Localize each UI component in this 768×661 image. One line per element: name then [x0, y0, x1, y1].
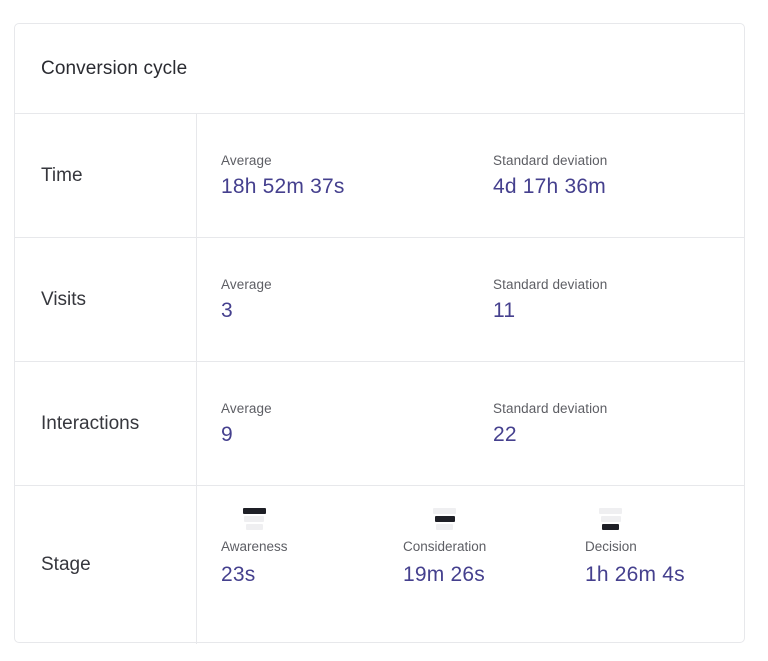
metric-value: 18h 52m 37s: [221, 174, 345, 198]
stage-header: Awareness: [221, 508, 288, 554]
table-row-stage: Stage Awareness 23s: [15, 486, 744, 644]
metric-standard-deviation: Standard deviation 4d 17h 36m: [493, 153, 765, 199]
metric-average: Average 18h 52m 37s: [221, 153, 493, 199]
stage-header: Consideration: [403, 508, 486, 554]
metric-value: 3: [221, 298, 233, 322]
table-row-interactions: Interactions Average 9 Standard deviatio…: [15, 362, 744, 486]
metric-value: 9: [221, 422, 233, 446]
table-row-visits: Visits Average 3 Standard deviation 11: [15, 238, 744, 362]
metric-value: 4d 17h 36m: [493, 174, 606, 198]
metric-name: Standard deviation: [493, 276, 608, 292]
card-title: Conversion cycle: [41, 57, 188, 79]
stage-value: 1h 26m 4s: [585, 563, 685, 586]
metric-name: Standard deviation: [493, 152, 608, 168]
stage-consideration: Consideration 19m 26s: [403, 508, 585, 587]
stage-awareness: Awareness 23s: [221, 508, 403, 587]
row-label: Time: [41, 164, 83, 186]
row-label-cell: Interactions: [15, 362, 197, 485]
stage-name: Consideration: [403, 539, 487, 554]
row-content: Average 18h 52m 37s Standard deviation 4…: [197, 114, 765, 237]
metric-name: Average: [221, 276, 272, 292]
stage-header: Decision: [585, 508, 637, 554]
metric-value: 22: [493, 422, 517, 446]
stage-value: 19m 26s: [403, 563, 485, 586]
funnel-top-segment-icon: [221, 508, 288, 530]
stage-decision: Decision 1h 26m 4s: [585, 508, 767, 587]
row-label-cell: Visits: [15, 238, 197, 361]
metric-average: Average 3: [221, 277, 493, 323]
metric-standard-deviation: Standard deviation 11: [493, 277, 765, 323]
stage-name: Awareness: [221, 539, 288, 554]
row-content: Average 9 Standard deviation 22: [197, 362, 765, 485]
card-header: Conversion cycle: [15, 24, 744, 114]
stage-value: 23s: [221, 563, 256, 586]
metric-name: Standard deviation: [493, 400, 608, 416]
metric-average: Average 9: [221, 401, 493, 447]
row-label: Stage: [41, 554, 91, 575]
table-row-time: Time Average 18h 52m 37s Standard deviat…: [15, 114, 744, 238]
row-content: Average 3 Standard deviation 11: [197, 238, 765, 361]
metric-name: Average: [221, 400, 272, 416]
row-content: Awareness 23s Consideration 19m 26s: [197, 486, 767, 644]
row-label: Interactions: [41, 412, 140, 434]
stage-name: Decision: [585, 539, 637, 554]
row-label: Visits: [41, 288, 87, 310]
metric-standard-deviation: Standard deviation 22: [493, 401, 765, 447]
funnel-bottom-segment-icon: [585, 508, 637, 530]
conversion-cycle-card: Conversion cycle Time Average 18h 52m 37…: [14, 23, 745, 644]
row-label-cell: Stage: [15, 486, 197, 644]
row-label-cell: Time: [15, 114, 197, 237]
metric-value: 11: [493, 298, 516, 322]
metric-name: Average: [221, 152, 272, 168]
funnel-middle-segment-icon: [403, 508, 486, 530]
